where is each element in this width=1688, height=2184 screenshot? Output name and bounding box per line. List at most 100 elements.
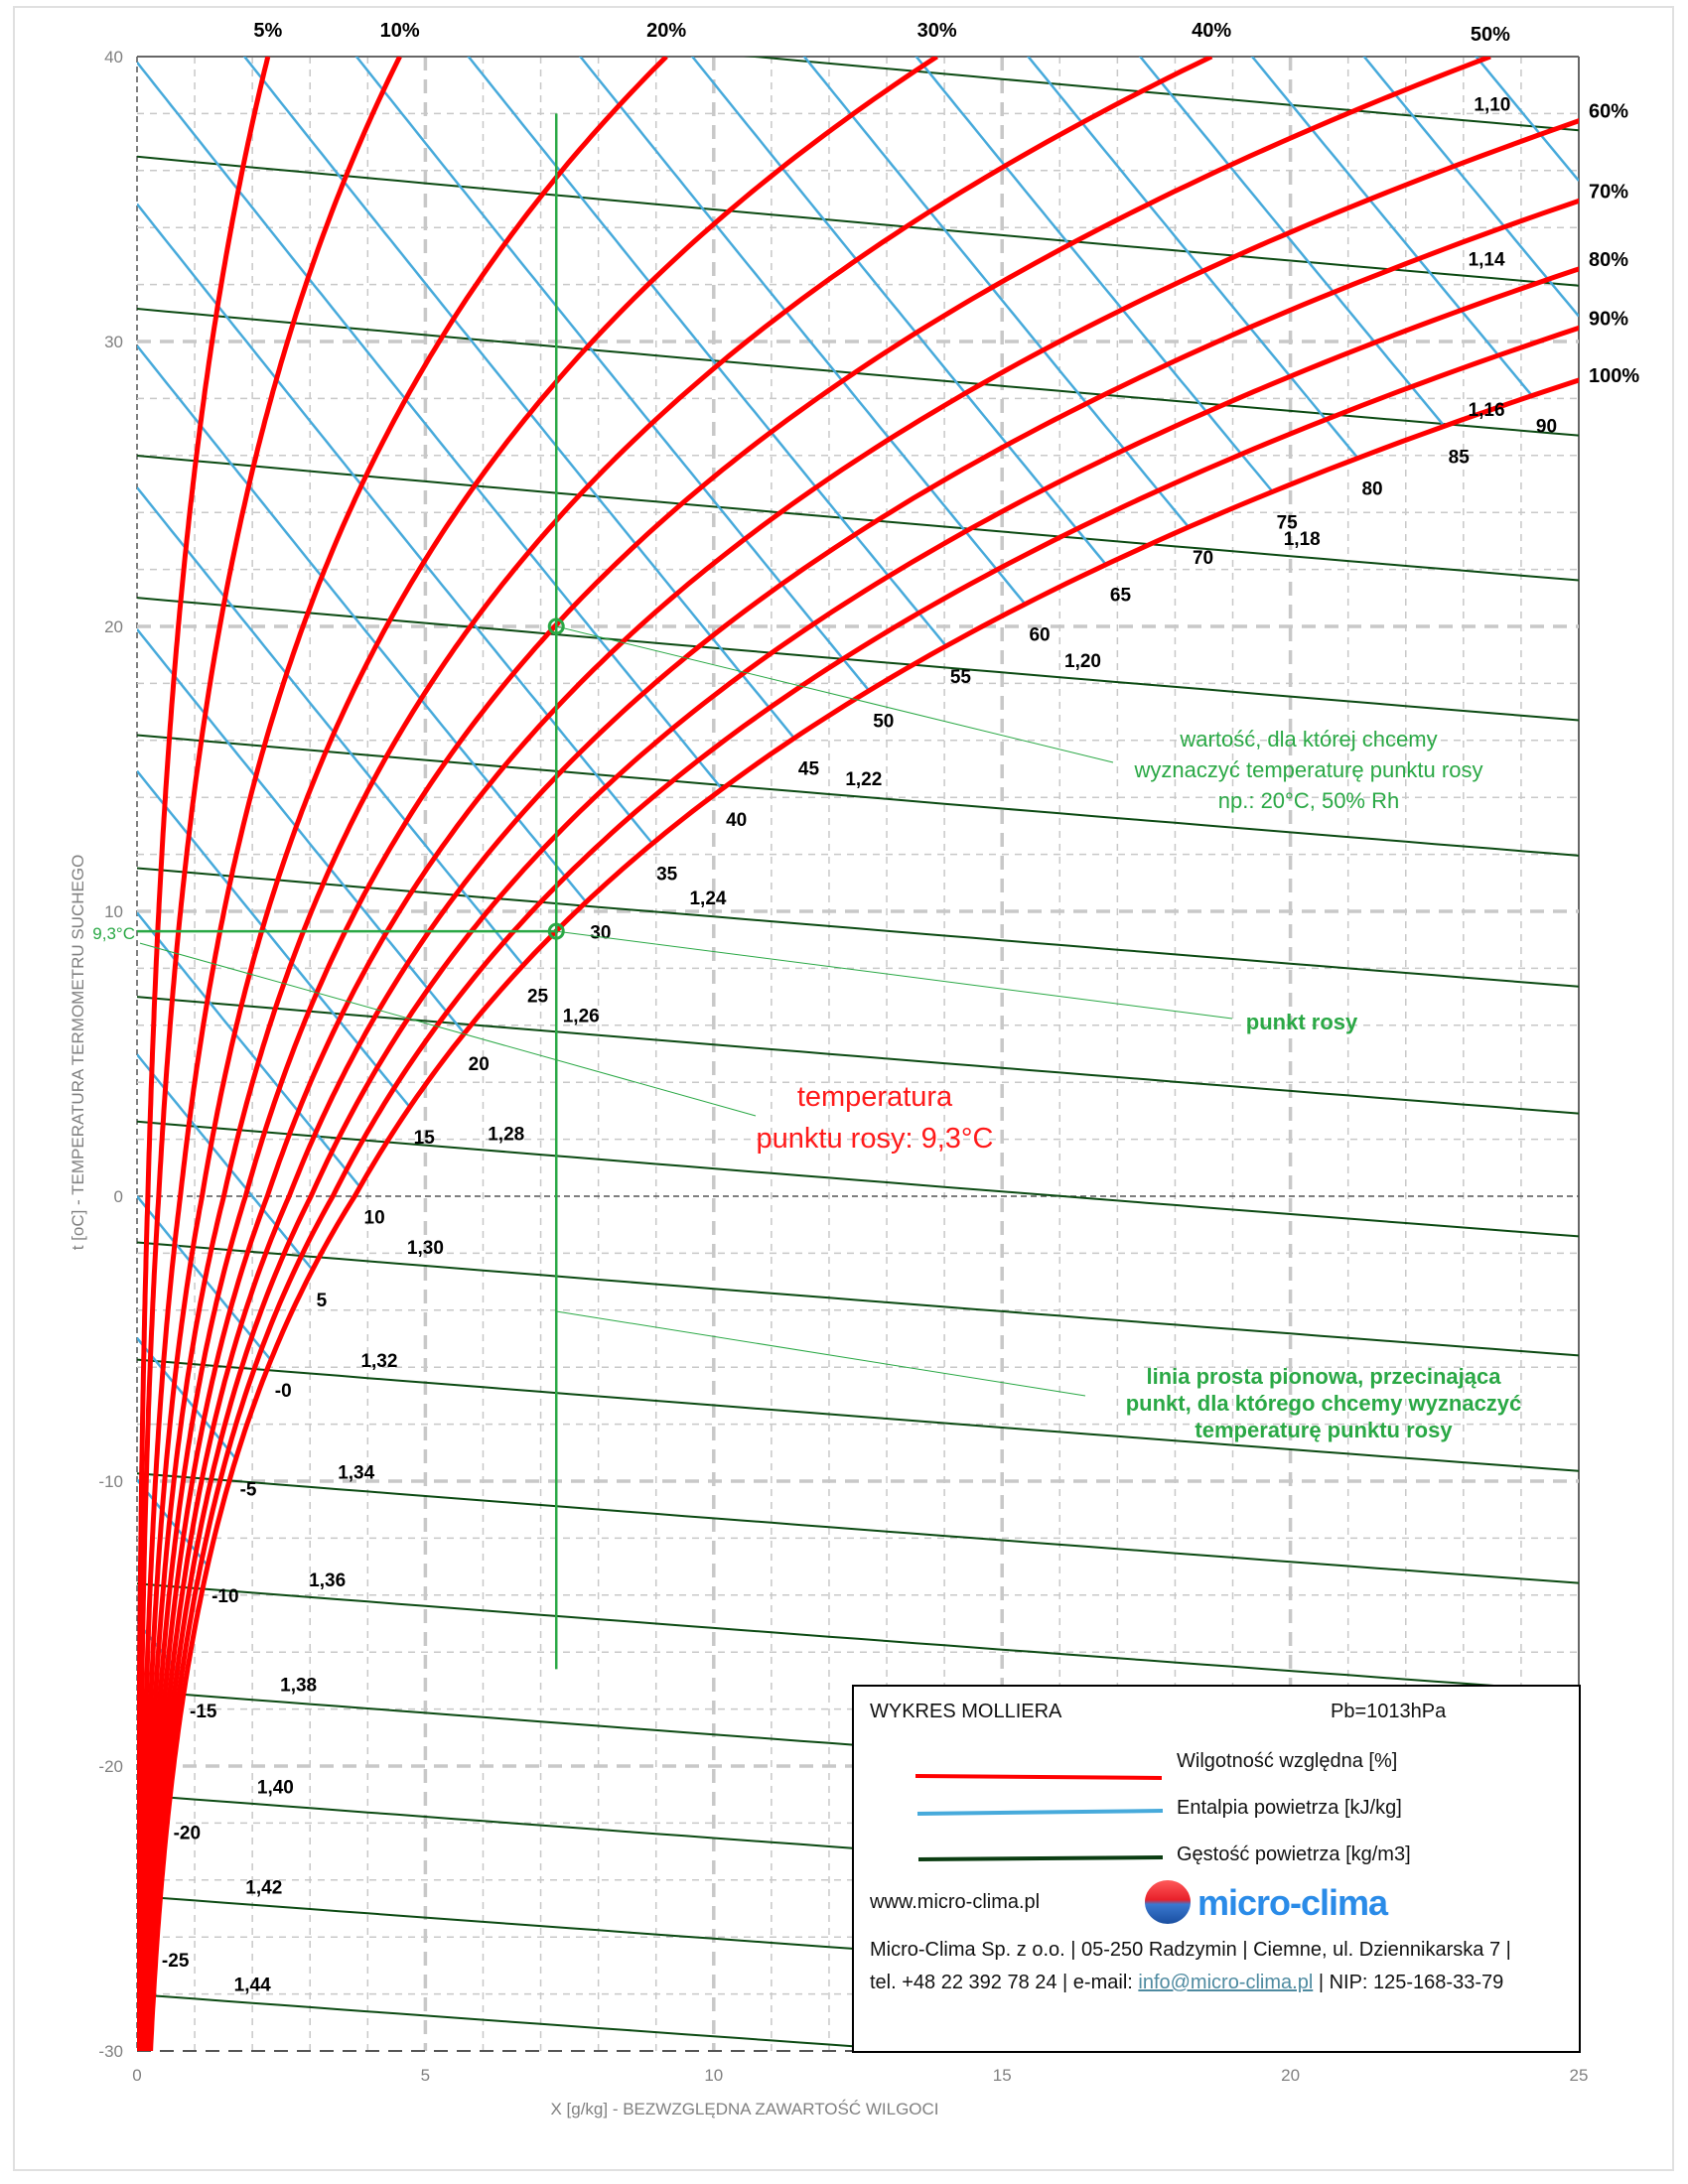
y-tick-label: 40 — [104, 48, 123, 67]
dew-point-text: punkt rosy — [1246, 1010, 1358, 1034]
enthalpy-label: -20 — [174, 1824, 201, 1844]
density-label: 1,38 — [280, 1676, 317, 1697]
density-line — [137, 155, 1579, 287]
enthalpy-label: 75 — [1277, 512, 1299, 533]
legend-swatch-enthalpy — [916, 1809, 1164, 1816]
rh-curve — [139, 57, 1213, 2051]
density-label: 1,30 — [407, 1238, 444, 1259]
email-link[interactable]: info@micro-clima.pl — [1138, 1972, 1313, 1993]
density-label: 1,44 — [234, 1976, 271, 1996]
rh-curve — [142, 118, 1579, 2051]
enthalpy-label: 60 — [1029, 625, 1050, 646]
enthalpy-label: 5 — [317, 1291, 328, 1311]
enthalpy-label: 85 — [1449, 447, 1471, 468]
rh-curve — [137, 57, 402, 2051]
density-line — [137, 1582, 1579, 1694]
density-line — [743, 57, 1579, 132]
rh-curve — [141, 57, 1491, 2051]
y-tick-label: -30 — [98, 2042, 123, 2061]
enthalpy-label: -5 — [240, 1479, 257, 1500]
enthalpy-line — [690, 57, 1107, 566]
enthalpy-label: -25 — [162, 1951, 190, 1972]
legend-swatch-density — [917, 1855, 1164, 1861]
annotations: wartość, dla której chcemy wyznaczyć tem… — [92, 113, 1521, 1670]
rh-label: 20% — [646, 20, 686, 42]
y-tick-label: 10 — [104, 902, 123, 921]
x-tick-label: 20 — [1281, 2066, 1300, 2085]
x-tick-label: 15 — [993, 2066, 1012, 2085]
pressure-label: Pb=1013hPa — [1331, 1701, 1447, 1722]
enthalpy-line — [137, 344, 588, 903]
density-line — [137, 1358, 1579, 1472]
rh-label: 60% — [1589, 101, 1628, 123]
logo-globe-icon — [1145, 1880, 1191, 1924]
density-line — [137, 734, 1579, 857]
rh-curve — [138, 57, 938, 2051]
rh-curve — [137, 57, 668, 2051]
enthalpy-label: 70 — [1193, 548, 1213, 569]
page-border — [13, 6, 1674, 2171]
y-axis-title: t [oC] - TEMPERATURA TERMOMETRU SUCHEGO — [69, 855, 87, 1251]
density-line — [137, 867, 1579, 988]
phone-text: tel. +48 22 392 78 24 | e-mail: — [870, 1972, 1138, 1993]
density-label: 1,42 — [245, 1878, 282, 1899]
rh-label: 40% — [1192, 20, 1231, 42]
rh-curve — [144, 198, 1579, 2051]
start-point-leader — [556, 625, 1114, 763]
result-text-2: punktu rosy: 9,3°C — [757, 1123, 994, 1155]
rh-curve — [146, 325, 1579, 2051]
x-tick-label: 0 — [132, 2066, 141, 2085]
rh-curve — [148, 377, 1579, 2051]
density-label: 1,32 — [360, 1351, 397, 1372]
density-label: 1,10 — [1474, 95, 1510, 116]
dew-point-leader — [556, 930, 1233, 1020]
x-tick-label: 25 — [1570, 2066, 1589, 2085]
density-label: 1,16 — [1469, 400, 1505, 421]
enthalpy-label: 50 — [873, 712, 894, 733]
rh-label: 5% — [253, 20, 282, 42]
vertical-line-text-1: linia prosta pionowa, przecinająca — [1147, 1364, 1502, 1389]
density-line — [137, 1120, 1579, 1238]
company-contact: tel. +48 22 392 78 24 | e-mail: info@mic… — [870, 1972, 1503, 1993]
density-label: 1,14 — [1469, 250, 1505, 271]
enthalpy-line — [137, 1478, 210, 1567]
enthalpy-label: 10 — [364, 1208, 385, 1229]
result-text-1: temperatura — [797, 1081, 953, 1113]
enthalpy-label: 15 — [414, 1128, 436, 1149]
enthalpy-label: -10 — [211, 1586, 238, 1607]
enthalpy-line — [914, 57, 1274, 493]
enthalpy-label: -0 — [275, 1381, 292, 1402]
density-label: 1,36 — [309, 1570, 346, 1591]
enthalpy-label: 20 — [469, 1054, 490, 1075]
enthalpy-label: 35 — [656, 865, 678, 886]
x-axis-title: X [g/kg] - BEZWZGLĘDNA ZAWARTOŚĆ WILGOCI — [550, 2100, 938, 2118]
rh-label: 80% — [1589, 249, 1628, 271]
density-line — [137, 455, 1579, 582]
rh-label: 50% — [1471, 24, 1510, 46]
start-point-text-1: wartość, dla której chcemy — [1179, 727, 1437, 751]
x-tick-label: 10 — [704, 2066, 723, 2085]
legend-frame — [852, 1685, 1581, 2053]
enthalpy-line — [137, 61, 724, 790]
enthalpy-label: 80 — [1361, 478, 1382, 499]
enthalpy-line — [137, 1337, 237, 1460]
rh-label: 90% — [1589, 308, 1628, 330]
rh-label: 10% — [380, 20, 420, 42]
enthalpy-line — [802, 57, 1190, 528]
rh-label: 70% — [1589, 181, 1628, 203]
enthalpy-label: 30 — [590, 923, 611, 944]
density-label: 1,18 — [1284, 529, 1321, 550]
rh-label: 100% — [1589, 365, 1639, 387]
legend-label-density: Gęstość powietrza [kg/m3] — [1177, 1843, 1411, 1865]
y-tick-label: 30 — [104, 333, 123, 351]
nip-text: | NIP: 125-168-33-79 — [1313, 1972, 1503, 1993]
legend-label-enthalpy: Entalpia powietrza [kJ/kg] — [1177, 1797, 1402, 1819]
density-label: 1,22 — [845, 769, 882, 790]
density-label: 1,34 — [338, 1463, 374, 1484]
enthalpy-line — [137, 203, 654, 845]
density-label: 1,26 — [563, 1006, 600, 1026]
start-point-text-3: np.: 20°C, 50% Rh — [1218, 788, 1399, 813]
result-leader — [139, 942, 757, 1117]
enthalpy-line — [1026, 57, 1359, 460]
density-line — [137, 1241, 1579, 1357]
